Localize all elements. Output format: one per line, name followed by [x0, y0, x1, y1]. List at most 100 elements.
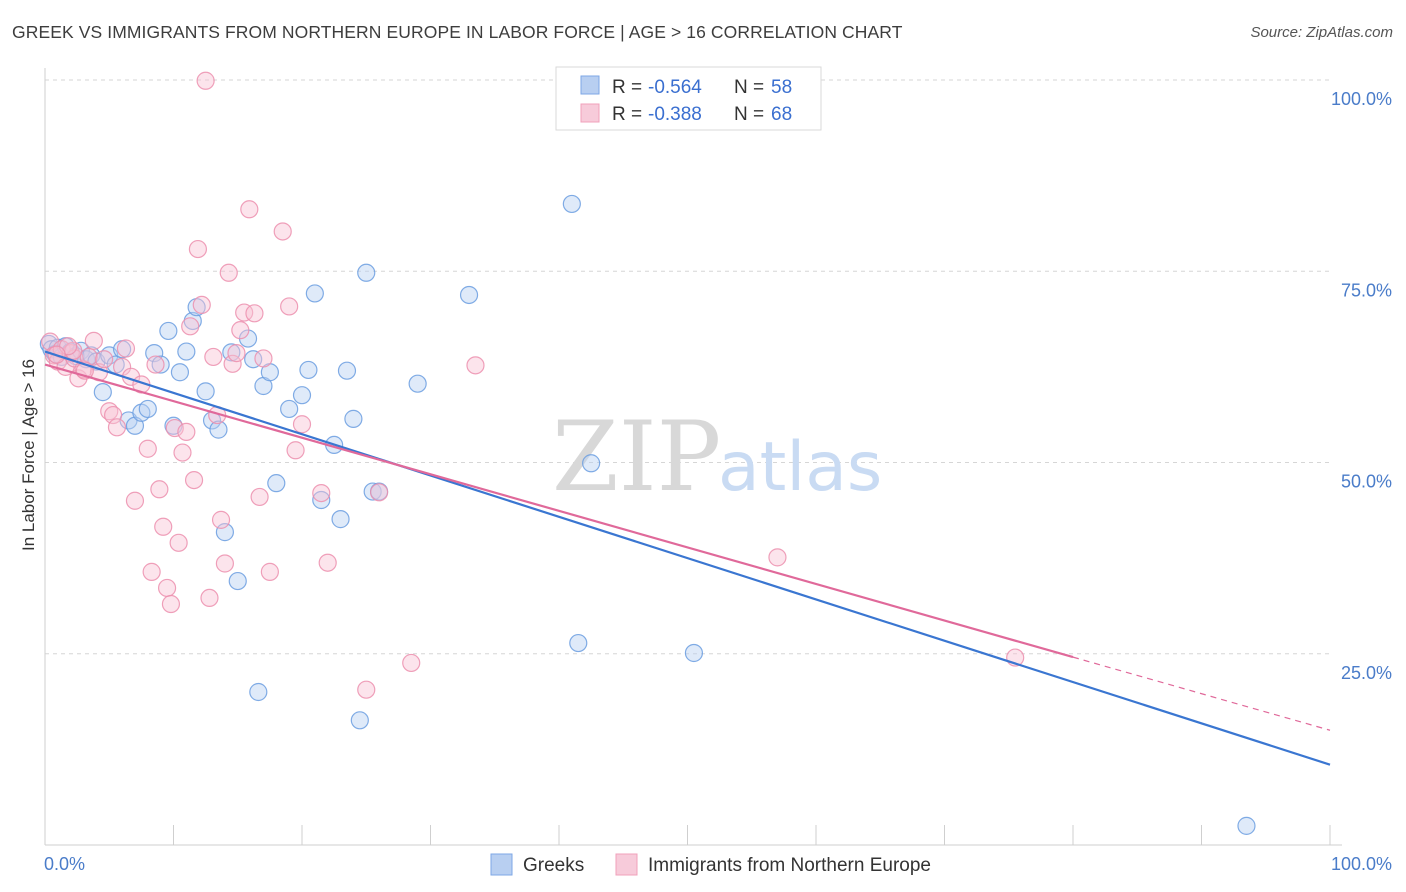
legend-r-label: R = — [612, 104, 642, 125]
point-immigrants — [402, 653, 421, 673]
point-immigrants — [250, 487, 269, 507]
point-immigrants — [84, 331, 103, 350]
source-label: Source: ZipAtlas.com — [1250, 24, 1393, 41]
legend-r-value: -0.564 — [648, 77, 702, 98]
point-greeks — [244, 350, 263, 369]
point-immigrants — [260, 562, 279, 581]
point-immigrants — [154, 517, 173, 536]
point-greeks — [684, 643, 704, 663]
point-immigrants — [768, 548, 787, 567]
trend-line-immigrants-extension — [1072, 656, 1331, 731]
point-immigrants — [169, 533, 188, 552]
legend-bottom: Greeks Immigrants from Northern Europe — [490, 853, 931, 876]
point-greeks — [357, 263, 376, 282]
legend-box — [555, 66, 822, 131]
point-immigrants — [219, 263, 238, 282]
point-immigrants — [235, 303, 254, 322]
point-immigrants — [184, 470, 204, 490]
point-immigrants — [165, 418, 184, 438]
watermark-atlas: atlas — [718, 428, 882, 507]
point-greeks — [459, 285, 479, 305]
legend-r-value: -0.388 — [648, 104, 702, 125]
legend-swatch-greeks — [580, 75, 600, 95]
point-immigrants — [161, 594, 181, 614]
point-greeks — [159, 321, 178, 341]
point-immigrants — [286, 441, 305, 460]
legend-n-value: 68 — [771, 104, 792, 125]
point-immigrants — [254, 349, 273, 368]
point-immigrants — [157, 578, 177, 598]
legend-n-label: N = — [734, 104, 764, 125]
y-tick-label: 75.0% — [1341, 280, 1392, 300]
point-immigrants — [211, 510, 231, 529]
trend-lines — [44, 350, 1331, 766]
point-immigrants — [95, 350, 114, 369]
point-greeks — [312, 490, 331, 510]
point-greeks — [344, 409, 363, 428]
point-greeks — [408, 374, 427, 393]
point-greeks — [267, 474, 286, 493]
y-tick-label: 100.0% — [1331, 89, 1392, 109]
point-greeks — [299, 360, 318, 380]
watermark: ZIP atlas — [552, 401, 882, 513]
point-immigrants — [240, 200, 259, 219]
point-immigrants — [125, 491, 145, 510]
point-greeks — [145, 344, 164, 363]
point-immigrants — [116, 339, 136, 358]
point-greeks — [249, 682, 268, 702]
point-immigrants — [107, 418, 127, 437]
legend-label-immigrants: Immigrants from Northern Europe — [648, 855, 931, 876]
point-greeks — [228, 571, 247, 591]
point-greeks — [331, 510, 350, 529]
point-greeks — [292, 386, 312, 405]
legend-r-label: R = — [612, 77, 642, 98]
point-immigrants — [466, 356, 485, 375]
point-immigrants — [177, 422, 196, 441]
legend-swatch-immigrants — [580, 103, 600, 123]
legend-label-greeks: Greeks — [523, 855, 584, 876]
point-greeks — [93, 383, 112, 402]
point-greeks — [337, 361, 357, 380]
point-greeks — [1237, 816, 1256, 835]
point-immigrants — [245, 304, 264, 323]
point-immigrants — [181, 317, 200, 336]
point-immigrants — [138, 439, 157, 458]
point-greeks — [280, 399, 299, 419]
legend-swatch-immigrants — [615, 853, 638, 876]
point-greeks — [305, 284, 324, 303]
point-immigrants — [370, 483, 389, 502]
point-greeks — [209, 420, 228, 439]
tick-labels: 25.0% 50.0% 75.0% 100.0% 0.0% 100.0% — [44, 89, 1392, 874]
point-immigrants — [200, 588, 219, 608]
point-immigrants — [273, 222, 292, 241]
y-tick-label: 50.0% — [1341, 472, 1392, 492]
point-immigrants — [142, 562, 161, 581]
point-greeks — [350, 711, 369, 730]
point-immigrants — [150, 480, 169, 499]
point-greeks — [196, 382, 215, 401]
point-immigrants — [196, 71, 215, 90]
point-immigrants — [204, 347, 223, 367]
point-greeks — [569, 633, 588, 653]
legend-swatch-greeks — [490, 853, 513, 876]
point-immigrants — [223, 354, 242, 373]
trend-line-greeks — [44, 350, 1331, 766]
watermark-zip: ZIP — [552, 401, 721, 513]
point-immigrants — [312, 484, 331, 503]
y-tick-label: 25.0% — [1341, 663, 1392, 683]
axes — [44, 68, 1342, 846]
point-immigrants — [357, 680, 376, 699]
point-greeks — [222, 343, 241, 362]
chart-title: GREEK VS IMMIGRANTS FROM NORTHERN EUROPE… — [12, 22, 903, 42]
point-greeks — [562, 194, 581, 214]
point-greeks — [138, 399, 157, 419]
point-immigrants — [188, 239, 208, 259]
legend-n-label: N = — [734, 77, 764, 98]
point-greeks — [363, 482, 382, 501]
point-immigrants — [231, 321, 250, 340]
y-axis-label: In Labor Force | Age > 16 — [19, 359, 38, 551]
point-greeks — [151, 355, 170, 374]
point-immigrants — [173, 443, 192, 462]
point-immigrants — [192, 295, 211, 315]
